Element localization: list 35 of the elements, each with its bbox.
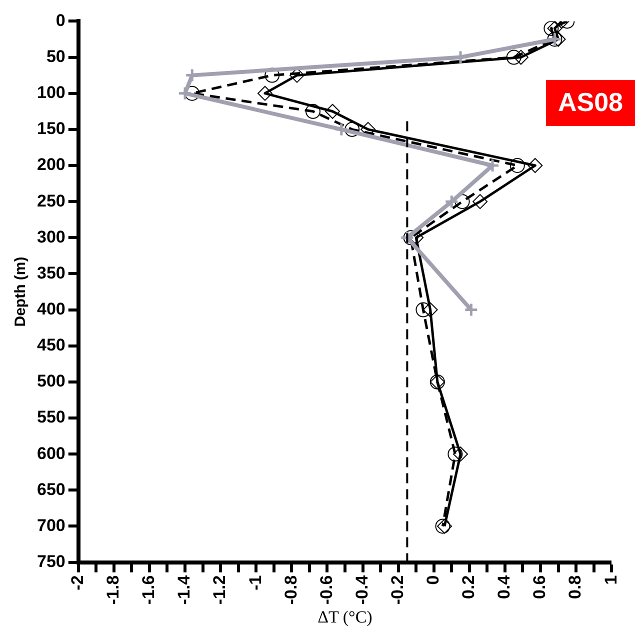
x-tick-label: -1.2: [210, 575, 230, 605]
x-tick-label: 1: [601, 575, 620, 585]
y-tick-label: 450: [36, 336, 66, 355]
y-tick-label: 250: [36, 191, 66, 210]
x-tick-label: -1: [246, 575, 265, 590]
y-tick-label: 350: [36, 263, 66, 282]
y-tick-label: 750: [36, 552, 66, 571]
y-tick-label: 400: [36, 299, 66, 318]
x-tick-label: 0.8: [566, 575, 585, 599]
y-tick-label: 100: [36, 83, 66, 102]
x-tick-label: -1.6: [139, 575, 158, 605]
x-tick-label: 0.6: [530, 575, 550, 599]
y-tick-label: 150: [36, 119, 66, 138]
x-tick-label: -0.8: [281, 575, 300, 605]
y-tick-label: 0: [56, 10, 66, 30]
y-tick-label: 550: [36, 408, 66, 427]
annotation: AS08: [558, 87, 624, 118]
y-axis-title: Depth (m): [12, 256, 30, 327]
x-tick-label: 0.2: [459, 575, 478, 599]
x-tick-label: -1.4: [174, 574, 194, 605]
y-tick-label: 50: [46, 46, 66, 66]
x-tick-label: 0.4: [494, 574, 514, 599]
x-tick-label: -0.2: [388, 575, 407, 605]
y-tick-label: 600: [36, 444, 66, 463]
y-tick-label: 200: [36, 155, 66, 174]
x-axis-title: ΔT (°C): [318, 607, 372, 626]
x-tick-label: -2: [68, 575, 88, 590]
x-tick-label: -0.6: [316, 575, 336, 605]
x-tick-label: -1.8: [104, 575, 123, 605]
x-tick-label: -0.4: [352, 574, 372, 605]
y-tick-label: 300: [36, 227, 66, 246]
y-tick-label: 500: [36, 372, 66, 391]
x-tick-label: 0: [424, 575, 443, 585]
y-tick-label: 650: [36, 480, 66, 499]
y-tick-label: 700: [36, 516, 66, 535]
